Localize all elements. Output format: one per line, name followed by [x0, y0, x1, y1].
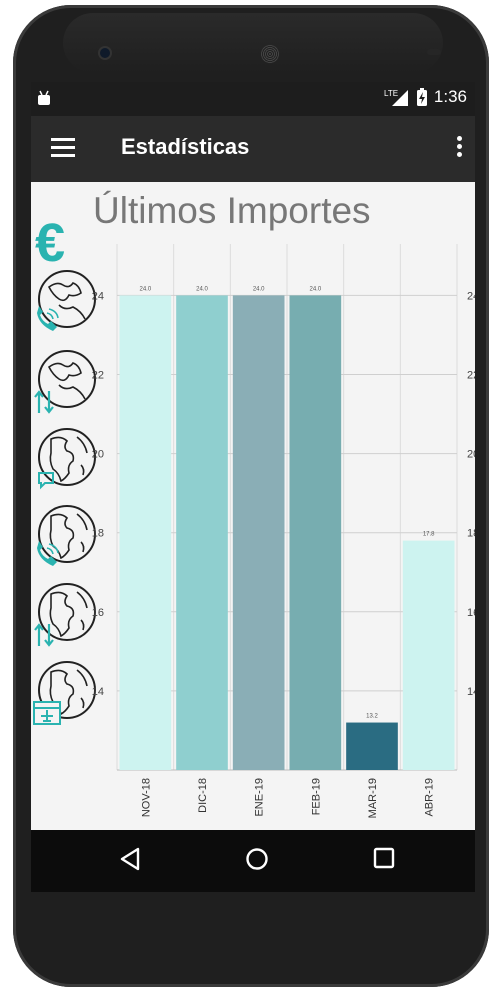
more-vert-icon[interactable]	[455, 136, 463, 162]
y-tick-label-right: 18	[467, 528, 475, 540]
front-camera	[100, 48, 110, 58]
x-tick-label: FEB-19	[310, 778, 322, 815]
y-tick-label-right: 14	[467, 686, 475, 698]
bar-value-label: 24.0	[139, 286, 151, 292]
y-tick-label-right: 22	[467, 370, 475, 382]
bar-value-label: 24.0	[196, 286, 208, 292]
bar	[232, 295, 285, 770]
globe-americas-data-icon[interactable]	[33, 580, 97, 650]
bar-value-label: 24.0	[309, 286, 321, 292]
statistics-content: Últimos Importes €	[31, 182, 475, 830]
globe-americas-call-icon[interactable]	[33, 502, 97, 572]
hamburger-menu-icon[interactable]	[51, 138, 75, 158]
x-tick-label: ABR-19	[424, 778, 436, 817]
bar-value-label: 24.0	[253, 286, 265, 292]
chart-title: Últimos Importes	[93, 190, 371, 231]
y-tick-label-left: 24	[92, 290, 104, 302]
status-indicators: LTE 1:36	[384, 87, 467, 107]
svg-text:LTE: LTE	[384, 89, 398, 98]
bar	[176, 295, 228, 770]
navigation-bar	[31, 830, 475, 892]
y-tick-label-right: 20	[467, 449, 475, 461]
status-time: 1:36	[433, 87, 467, 106]
app-bar-title: Estadísticas	[121, 134, 250, 159]
x-tick-label: NOV-18	[140, 778, 152, 817]
x-tick-label: DIC-18	[197, 778, 209, 813]
battery-charging-icon	[416, 88, 427, 106]
y-tick-label-left: 14	[92, 686, 104, 698]
lte-signal-icon: LTE	[384, 89, 408, 106]
back-triangle-icon[interactable]	[119, 847, 141, 871]
recent-apps-square-icon[interactable]	[373, 847, 395, 869]
globe-europe-call-icon[interactable]	[33, 267, 97, 337]
bar	[346, 722, 398, 770]
globe-americas-sms-icon[interactable]	[33, 425, 97, 495]
bar	[402, 540, 455, 770]
status-bar: LTE 1:36	[31, 82, 475, 116]
bar	[289, 295, 342, 770]
y-tick-label-right: 16	[467, 607, 475, 619]
app-bar: Estadísticas	[31, 116, 475, 182]
y-tick-label-left: 20	[92, 449, 104, 461]
android-notification-icon	[38, 90, 50, 105]
y-tick-label-left: 16	[92, 607, 104, 619]
proximity-sensor	[427, 49, 441, 55]
bar-chart: 14 14 16 16 18 18 20 20 22 22 24 24 24.0 NOV-18 24.0 DI…	[92, 244, 475, 818]
y-tick-label-right: 24	[467, 290, 475, 302]
earpiece-speaker	[261, 45, 279, 63]
x-tick-label: MAR-19	[367, 778, 379, 818]
bar-value-label: 17.8	[423, 532, 435, 538]
y-tick-label-left: 18	[92, 528, 104, 540]
bar-value-label: 13.2	[366, 714, 378, 720]
globe-europe-data-icon[interactable]	[33, 347, 97, 417]
euro-icon: €	[35, 213, 66, 273]
phone-top-bezel	[63, 13, 443, 73]
home-circle-icon[interactable]	[245, 847, 269, 871]
x-tick-label: ENE-19	[254, 778, 266, 817]
bar	[119, 295, 172, 770]
globe-americas-travel-icon[interactable]	[33, 658, 97, 728]
y-tick-label-left: 22	[92, 370, 104, 382]
phone-screen: LTE 1:36 Estadísticas Últimos Importes €	[31, 82, 475, 892]
